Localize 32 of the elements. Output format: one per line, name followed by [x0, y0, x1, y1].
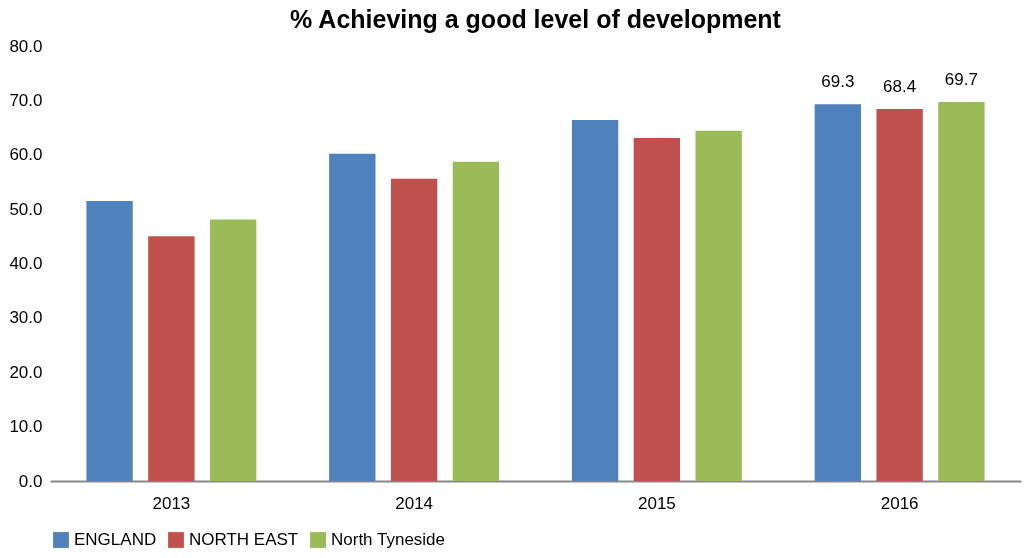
x-tick-label: 2015: [637, 493, 676, 513]
y-tick-label: 40.0: [9, 254, 43, 273]
bar: [86, 200, 133, 481]
data-label: 69.3: [821, 72, 855, 92]
bar: [571, 119, 619, 481]
y-tick-label: 80.0: [9, 36, 43, 56]
legend-label: North Tyneside: [331, 530, 446, 549]
x-tick-label: 2014: [395, 493, 434, 513]
data-label: 69.7: [944, 70, 978, 90]
y-tick-label: 70.0: [9, 90, 43, 110]
bar: [209, 219, 257, 481]
chart-title: % Achieving a good level of development: [290, 5, 782, 33]
y-tick-label: 30.0: [9, 308, 43, 328]
bar: [814, 104, 862, 481]
bar: [329, 153, 376, 481]
y-tick-label: 60.0: [9, 145, 43, 165]
legend-label: ENGLAND: [74, 530, 157, 549]
bar: [452, 161, 500, 481]
bar: [695, 130, 742, 481]
bar: [876, 109, 923, 481]
x-tick-label: 2013: [152, 493, 191, 513]
bar: [938, 102, 985, 481]
y-tick-label: 50.0: [9, 199, 43, 219]
bar: [633, 137, 681, 481]
y-tick-label: 20.0: [9, 362, 43, 382]
y-tick-label: 10.0: [9, 417, 43, 437]
legend-label: NORTH EAST: [189, 530, 299, 549]
data-label: 68.4: [883, 77, 917, 97]
bar: [148, 236, 195, 481]
y-tick-label: 0.0: [18, 471, 43, 491]
x-tick-label: 2016: [880, 493, 919, 513]
bar: [390, 178, 438, 481]
